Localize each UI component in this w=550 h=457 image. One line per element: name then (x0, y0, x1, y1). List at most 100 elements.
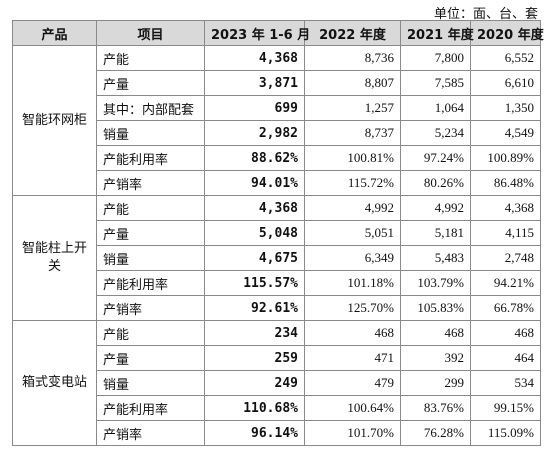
value-2023h1: 92.61% (204, 295, 305, 321)
header-2022: 2022 年度 (304, 20, 401, 46)
value-2023h1: 699 (204, 95, 305, 121)
value-2023h1: 94.01% (204, 170, 305, 196)
table-row: 产量 259 471 392 464 (13, 345, 541, 371)
table-row: 销量 249 479 299 534 (13, 370, 541, 396)
value-2023h1: 234 (204, 320, 305, 346)
value-2022: 125.70% (304, 295, 401, 321)
table-row: 销量 4,675 6,349 5,483 2,748 (13, 245, 541, 271)
value-2020: 4,368 (470, 195, 541, 221)
value-2023h1: 3,871 (204, 70, 305, 96)
value-2020: 464 (470, 345, 541, 371)
value-2022: 1,257 (304, 95, 401, 121)
table-row: 产能利用率 88.62% 100.81% 97.24% 100.89% (13, 145, 541, 171)
value-2021: 103.79% (400, 270, 471, 296)
capacity-table: 产品 项目 2023 年 1-6 月 2022 年度 2021 年度 2020 … (12, 20, 544, 446)
header-row: 产品 项目 2023 年 1-6 月 2022 年度 2021 年度 2020 … (12, 20, 544, 46)
value-2021: 468 (400, 320, 471, 346)
row-item-label: 产量 (96, 70, 205, 96)
row-item-label: 销量 (96, 120, 205, 146)
value-2020: 2,748 (470, 245, 541, 271)
value-2021: 7,800 (400, 45, 471, 71)
header-2020: 2020 年度 (470, 20, 544, 46)
value-2023h1: 88.62% (204, 145, 305, 171)
value-2020: 115.09% (470, 420, 541, 446)
value-2022: 468 (304, 320, 401, 346)
value-2020: 94.21% (470, 270, 541, 296)
value-2020: 468 (470, 320, 541, 346)
row-item-label: 产销率 (96, 420, 205, 446)
value-2021: 97.24% (400, 145, 471, 171)
table-row: 箱式变电站 产能 234 468 468 468 (12, 320, 541, 446)
header-2021: 2021 年度 (400, 20, 474, 46)
value-2023h1: 4,368 (204, 195, 305, 221)
value-2023h1: 2,982 (204, 120, 305, 146)
value-2022: 479 (304, 370, 401, 396)
value-2023h1: 4,675 (204, 245, 305, 271)
product-name: 箱式变电站 (12, 320, 97, 446)
value-2021: 392 (400, 345, 471, 371)
row-item-label: 产销率 (96, 295, 205, 321)
value-2021: 1,064 (400, 95, 471, 121)
table-body: 智能环网柜 产能 4,368 8,736 7,800 6,552 产量 3,871 8,807 7… (12, 45, 541, 446)
value-2020: 66.78% (470, 295, 541, 321)
table-row: 产销率 92.61% 125.70% 105.83% 66.78% (13, 295, 541, 321)
row-item-label: 销量 (96, 370, 205, 396)
header-product: 产品 (12, 20, 97, 46)
value-2021: 5,234 (400, 120, 471, 146)
table-row: 产能利用率 110.68% 100.64% 83.76% 99.15% (13, 395, 541, 421)
row-item-label: 产能利用率 (96, 270, 205, 296)
value-2023h1: 4,368 (204, 45, 305, 71)
value-2021: 83.76% (400, 395, 471, 421)
value-2020: 100.89% (470, 145, 541, 171)
product-name: 智能柱上开关 (12, 195, 97, 321)
row-item-label: 产销率 (96, 170, 205, 196)
value-2020: 6,610 (470, 70, 541, 96)
row-item-label: 其中：内部配套 (96, 95, 205, 121)
value-2022: 471 (304, 345, 401, 371)
table-row: 智能柱上开关 产能 4,368 4,992 4,992 4,368 (12, 195, 541, 321)
table-row: 产量 3,871 8,807 7,585 6,610 (13, 70, 541, 96)
value-2022: 8,737 (304, 120, 401, 146)
value-2020: 86.48% (470, 170, 541, 196)
value-2022: 8,807 (304, 70, 401, 96)
unit-label: 单位：面、台、套 (433, 7, 538, 22)
value-2022: 100.64% (304, 395, 401, 421)
header-item: 项目 (96, 20, 205, 46)
value-2023h1: 259 (204, 345, 305, 371)
row-item-label: 产能 (96, 195, 205, 221)
row-item-label: 产能利用率 (96, 145, 205, 171)
value-2021: 5,181 (400, 220, 471, 246)
table-row: 产量 5,048 5,051 5,181 4,115 (13, 220, 541, 246)
value-2023h1: 110.68% (204, 395, 305, 421)
value-2020: 534 (470, 370, 541, 396)
table-row: 产销率 96.14% 101.70% 76.28% 115.09% (13, 420, 541, 446)
product-name: 智能环网柜 (12, 45, 97, 196)
value-2022: 4,992 (304, 195, 401, 221)
value-2021: 76.28% (400, 420, 471, 446)
value-2022: 6,349 (304, 245, 401, 271)
row-item-label: 产量 (96, 345, 205, 371)
value-2021: 7,585 (400, 70, 471, 96)
value-2023h1: 249 (204, 370, 305, 396)
row-item-label: 产能 (96, 45, 205, 71)
value-2022: 115.72% (304, 170, 401, 196)
value-2021: 4,992 (400, 195, 471, 221)
value-2021: 299 (400, 370, 471, 396)
value-2020: 4,549 (470, 120, 541, 146)
value-2022: 8,736 (304, 45, 401, 71)
table-row: 智能环网柜 产能 4,368 8,736 7,800 6,552 (12, 45, 541, 196)
value-2022: 101.70% (304, 420, 401, 446)
value-2022: 101.18% (304, 270, 401, 296)
row-item-label: 产量 (96, 220, 205, 246)
value-2021: 5,483 (400, 245, 471, 271)
table-row: 产销率 94.01% 115.72% 80.26% 86.48% (13, 170, 541, 196)
value-2023h1: 96.14% (204, 420, 305, 446)
row-item-label: 销量 (96, 245, 205, 271)
value-2020: 99.15% (470, 395, 541, 421)
value-2020: 6,552 (470, 45, 541, 71)
value-2021: 80.26% (400, 170, 471, 196)
header-2023h1: 2023 年 1-6 月 (204, 20, 310, 46)
value-2020: 4,115 (470, 220, 541, 246)
value-2022: 5,051 (304, 220, 401, 246)
row-item-label: 产能 (96, 320, 205, 346)
